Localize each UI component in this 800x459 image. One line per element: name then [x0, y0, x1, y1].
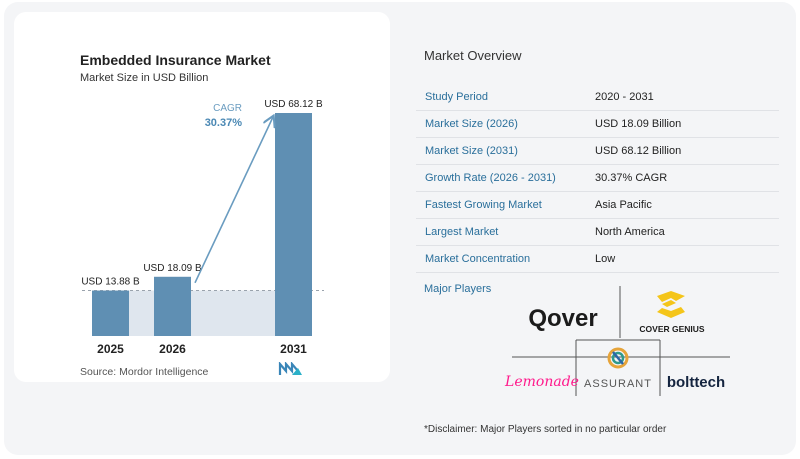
- major-players-label: Major Players: [424, 283, 492, 295]
- overview-row-key: Fastest Growing Market: [416, 191, 595, 219]
- assurant-logo: ASSURANT: [584, 347, 652, 390]
- qover-logo-text: Qover: [528, 305, 597, 332]
- bolttech-logo: bolttech: [667, 374, 725, 391]
- overview-row: Largest Market North America: [416, 218, 779, 246]
- lemonade-logo: Lemonade: [504, 374, 579, 390]
- overview-row-value: Low: [595, 245, 779, 273]
- assurant-logo-text: ASSURANT: [584, 378, 652, 390]
- bar-value-label: USD 13.88 B: [81, 277, 140, 288]
- bar-2025: [92, 290, 129, 336]
- cover-genius-logo-text: COVER GENIUS: [639, 324, 705, 334]
- chart-title: Embedded Insurance Market: [80, 52, 271, 68]
- overview-row-key: Study Period: [416, 84, 595, 111]
- x-tick-label: 2031: [280, 342, 307, 356]
- market-overview-table: Study Period 2020 - 2031 Market Size (2026…: [416, 84, 779, 273]
- cagr-arrow: [194, 117, 273, 284]
- bar-2031: [275, 113, 312, 336]
- overview-row-value: North America: [595, 218, 779, 246]
- disclaimer-text: *Disclaimer: Major Players sorted in no …: [424, 424, 667, 435]
- overview-row-value: 30.37% CAGR: [595, 164, 779, 192]
- source-text: Source: Mordor Intelligence: [80, 366, 209, 378]
- overview-row-value: USD 18.09 Billion: [595, 110, 779, 138]
- overview-row-key: Market Size (2031): [416, 137, 595, 165]
- major-players-grid: Qover COVER GENIUS Lemonade ASSURANT bol…: [504, 286, 730, 396]
- bolttech-logo-text: bolttech: [667, 374, 725, 391]
- overview-row-value: USD 68.12 Billion: [595, 137, 779, 165]
- qover-logo: Qover: [528, 305, 597, 332]
- market-overview-title: Market Overview: [424, 48, 522, 63]
- mordor-intelligence-logo-icon: [278, 362, 302, 375]
- overview-row: Market Concentration Low: [416, 245, 779, 273]
- overview-row-value: Asia Pacific: [595, 191, 779, 219]
- bar-2026: [154, 276, 191, 336]
- cover-genius-logo: COVER GENIUS: [639, 291, 705, 334]
- overview-row-key: Growth Rate (2026 - 2031): [416, 164, 595, 192]
- overview-row: Growth Rate (2026 - 2031) 30.37% CAGR: [416, 164, 779, 192]
- overview-row: Market Size (2031) USD 68.12 Billion: [416, 137, 779, 165]
- overview-row: Market Size (2026) USD 18.09 Billion: [416, 110, 779, 138]
- overview-row-key: Market Concentration: [416, 245, 595, 273]
- overview-row: Study Period 2020 - 2031: [416, 84, 779, 111]
- x-tick-label: 2026: [159, 342, 186, 356]
- overview-row-value: 2020 - 2031: [595, 84, 779, 111]
- cagr-value: 30.37%: [205, 117, 243, 129]
- overview-row-key: Market Size (2026): [416, 110, 595, 138]
- cagr-label: CAGR: [213, 103, 242, 114]
- bar-value-label: USD 68.12 B: [264, 99, 323, 110]
- lemonade-logo-text: Lemonade: [504, 374, 579, 390]
- x-tick-label: 2025: [97, 342, 124, 356]
- chart-subtitle: Market Size in USD Billion: [80, 72, 209, 84]
- bar-value-label: USD 18.09 B: [143, 263, 202, 274]
- overview-row-key: Largest Market: [416, 218, 595, 246]
- bar-chart: USD 13.88 B 2025 USD 18.09 B 2026 USD 68.12 …: [81, 99, 324, 356]
- overview-row: Fastest Growing Market Asia Pacific: [416, 191, 779, 219]
